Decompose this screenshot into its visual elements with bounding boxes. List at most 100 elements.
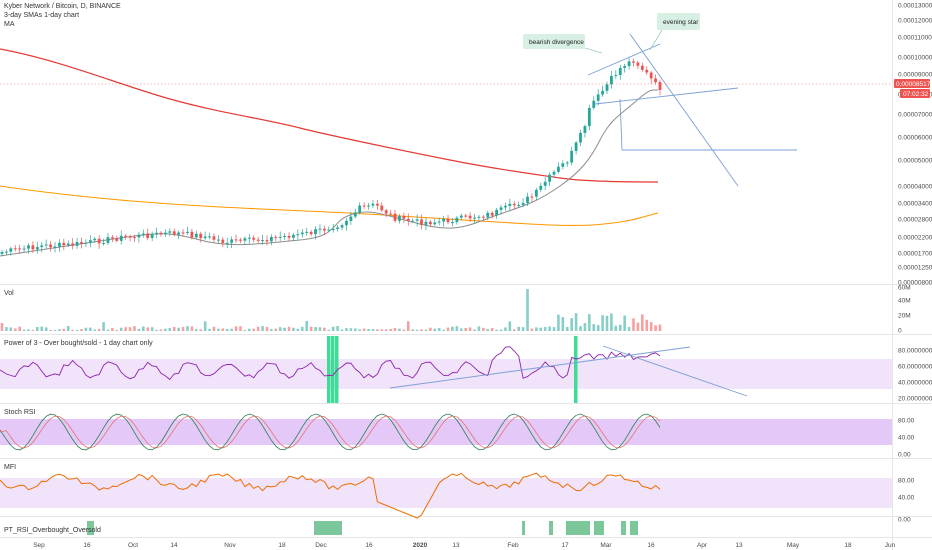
candle-body — [318, 228, 322, 230]
volume-bar — [579, 326, 582, 331]
volume-bar — [384, 329, 388, 331]
candle-body — [146, 233, 150, 238]
power-axis[interactable]: 80.00000000 60.00000000 40.00000000 20.0000… — [898, 347, 932, 402]
candle-body — [163, 232, 167, 235]
mfi-band — [0, 478, 892, 508]
candle-body — [477, 216, 481, 218]
candle-body — [543, 181, 547, 186]
candle-body — [468, 215, 472, 219]
candle-body — [530, 196, 534, 198]
evening-star-callout[interactable]: evening star — [649, 13, 700, 51]
candle-body — [5, 251, 8, 253]
price-tick-label: 0.00009000 — [898, 71, 932, 78]
stoch-k-line — [0, 413, 661, 451]
volume-bar — [309, 326, 313, 331]
candle-body — [424, 221, 428, 225]
volume-bar — [632, 318, 635, 331]
time-tick-label: Apr — [697, 542, 708, 549]
price-tick-label: 0.00010000 — [898, 54, 932, 61]
mfi-tick-label: 40.00 — [898, 494, 915, 501]
power-band — [0, 359, 892, 389]
candle-body — [570, 150, 574, 163]
vol-tick-label: 0 — [898, 327, 902, 334]
mfi-axis[interactable]: 80.00 40.00 0.00 — [898, 477, 915, 523]
volume-bar — [186, 326, 189, 331]
volume-bar — [40, 326, 44, 331]
volume-bar — [345, 328, 348, 331]
pt-rsi-bar — [522, 521, 525, 535]
candle-body — [137, 234, 141, 238]
time-tick-label: Dec — [315, 542, 327, 549]
trend-line — [594, 87, 739, 105]
volume-bar — [239, 326, 242, 331]
candle-body — [234, 239, 238, 241]
time-axis[interactable]: Sep 16 Oct 14 Nov 18 Dec 16 2020 13 Feb 17 Mar 16 Apr 1… — [33, 542, 895, 549]
candle-body — [384, 210, 388, 214]
bearish-divergence-callout[interactable]: bearish divergence — [523, 34, 603, 54]
volume-bar — [203, 321, 207, 331]
volume-bar — [230, 328, 233, 331]
mfi-tick-label: 80.00 — [898, 477, 915, 484]
volume-bar — [274, 328, 278, 331]
volume-bar — [27, 329, 30, 331]
volume-axis[interactable]: 60M 40M 20M 0 — [898, 284, 911, 334]
time-tick-label: Mar — [600, 542, 612, 549]
volume-bar — [256, 326, 260, 331]
price-tick-label: 0.00007000 — [898, 111, 932, 118]
vol-tick-label: 60M — [898, 284, 911, 291]
power-trend-line — [602, 345, 748, 397]
candle-body — [128, 236, 132, 238]
volume-bar — [610, 313, 613, 331]
volume-bar — [31, 329, 35, 331]
volume-bar — [287, 326, 291, 331]
price-tick-label: 0.00000800 — [898, 279, 932, 286]
time-tick-label: 13 — [735, 542, 743, 549]
volume-bar — [119, 327, 123, 331]
volume-bar — [102, 322, 105, 331]
candle-body — [172, 231, 176, 235]
volume-bar — [649, 322, 653, 331]
candle-body — [534, 189, 538, 197]
trend-lines — [587, 33, 797, 187]
candle-body — [406, 218, 410, 221]
volume-bar — [212, 326, 216, 331]
pt-rsi-bar — [621, 521, 626, 535]
volume-bar — [459, 328, 463, 331]
volume-bar — [300, 326, 304, 331]
candle-body — [442, 218, 446, 222]
volume-bar — [446, 327, 450, 331]
candle-body — [18, 248, 22, 250]
power-tick-label: 20.00000000 — [898, 395, 932, 402]
volume-bar — [477, 326, 481, 331]
volume-bar — [618, 324, 622, 331]
candle-body — [322, 228, 326, 231]
candle-body — [473, 217, 476, 219]
volume-bar — [49, 329, 52, 331]
candle-body — [300, 232, 304, 235]
volume-bar — [208, 328, 211, 331]
candle-body — [596, 94, 600, 101]
volume-bar — [323, 327, 326, 331]
volume-bar — [570, 318, 573, 331]
stoch-axis[interactable]: 80.00 40.00 0.00 — [898, 417, 915, 458]
candle-body — [31, 245, 35, 250]
volume-bar — [336, 326, 339, 331]
volume-bar — [574, 313, 578, 331]
candle-body — [27, 245, 30, 249]
candle-body — [451, 222, 454, 224]
volume-bar — [252, 328, 256, 331]
candle-body — [168, 231, 172, 233]
candle-body — [212, 236, 216, 240]
candle-body — [314, 229, 317, 235]
candle-body — [283, 235, 287, 237]
time-tick-label: May — [787, 542, 800, 549]
price-axis[interactable]: 0.00013000 0.00012000 0.00011000 0.00010000… — [898, 2, 932, 286]
candle-body — [292, 234, 295, 238]
candle-body — [84, 242, 88, 244]
volume-bar — [521, 327, 525, 331]
volume-bar — [124, 327, 127, 331]
candle-body — [274, 236, 278, 238]
time-tick-label: Sep — [33, 542, 45, 549]
candle-body — [583, 126, 587, 133]
